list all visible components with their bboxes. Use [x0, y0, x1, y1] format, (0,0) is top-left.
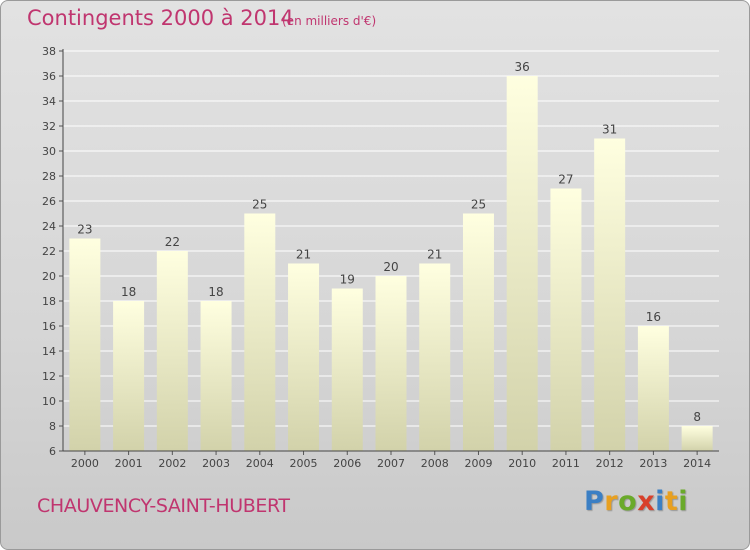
data-label: 27 [558, 173, 573, 187]
bar [681, 426, 713, 451]
commune-name: CHAUVENCY-SAINT-HUBERT [37, 495, 290, 517]
logo-letter: P [584, 486, 605, 517]
logo-letter: i [678, 486, 689, 517]
bar [113, 301, 145, 451]
y-tick-label: 30 [42, 145, 56, 158]
y-tick-label: 12 [42, 370, 56, 383]
data-label: 31 [602, 123, 617, 137]
x-tick-label: 2002 [158, 457, 186, 470]
logo-letter: t [664, 486, 679, 517]
y-tick-label: 14 [42, 345, 56, 358]
data-label: 25 [471, 198, 486, 212]
data-label: 23 [77, 223, 92, 237]
y-tick-label: 6 [49, 445, 56, 458]
bar [462, 213, 494, 451]
data-label: 21 [296, 248, 311, 262]
data-label: 20 [383, 260, 398, 274]
y-tick-label: 10 [42, 395, 56, 408]
logo-letter: o [618, 486, 638, 517]
x-tick-label: 2012 [596, 457, 624, 470]
x-tick-label: 2010 [508, 457, 536, 470]
x-tick-label: 2013 [639, 457, 667, 470]
data-label: 18 [208, 285, 223, 299]
x-tick-label: 2014 [683, 457, 711, 470]
x-tick-label: 2011 [552, 457, 580, 470]
data-label: 21 [427, 248, 442, 262]
data-label: 18 [121, 285, 136, 299]
data-label: 36 [515, 60, 530, 74]
bar [594, 138, 626, 451]
bar [550, 188, 582, 451]
y-tick-label: 36 [42, 70, 56, 83]
bars [69, 76, 713, 451]
x-tick-label: 2001 [115, 457, 143, 470]
bar [375, 276, 407, 451]
bar [69, 238, 101, 451]
data-label: 19 [340, 273, 355, 287]
x-tick-label: 2007 [377, 457, 405, 470]
y-tick-label: 38 [42, 45, 56, 58]
y-tick-label: 34 [42, 95, 56, 108]
y-tick-label: 8 [49, 420, 56, 433]
y-tick-label: 20 [42, 270, 56, 283]
logo-letter: i [655, 486, 665, 517]
x-tick-label: 2006 [333, 457, 361, 470]
x-tick-label: 2008 [421, 457, 449, 470]
x-tick-label: 2005 [290, 457, 318, 470]
y-tick-label: 32 [42, 120, 56, 133]
y-tick-label: 16 [42, 320, 56, 333]
data-label: 25 [252, 198, 267, 212]
y-tick-label: 18 [42, 295, 56, 308]
bar [156, 251, 188, 451]
logo-letter: x [637, 486, 656, 517]
y-tick-label: 26 [42, 195, 56, 208]
bar [288, 263, 320, 451]
y-tick-label: 22 [42, 245, 56, 258]
bar [244, 213, 276, 451]
labels: 6 8 10 12 14 16 18 20 22 24 26 28 30 32 34 36 38 23 2000 18… [42, 45, 711, 470]
x-tick-label: 2009 [464, 457, 492, 470]
y-tick-label: 24 [42, 220, 56, 233]
chart-title: Contingents 2000 à 2014 [27, 6, 294, 30]
bar [331, 288, 363, 451]
bar [200, 301, 232, 451]
bar [637, 326, 669, 451]
bar [419, 263, 451, 451]
data-label: 8 [693, 410, 701, 424]
x-tick-label: 2003 [202, 457, 230, 470]
chart-subtitle: (en milliers d'€) [282, 14, 377, 28]
logo-letter: r [604, 486, 619, 517]
data-label: 22 [165, 235, 180, 249]
y-tick-label: 28 [42, 170, 56, 183]
data-label: 16 [646, 310, 661, 324]
axes [59, 49, 719, 455]
x-tick-label: 2000 [71, 457, 99, 470]
bar [506, 76, 538, 451]
proxiti-logo: Proxiti [584, 486, 688, 517]
x-tick-label: 2004 [246, 457, 274, 470]
